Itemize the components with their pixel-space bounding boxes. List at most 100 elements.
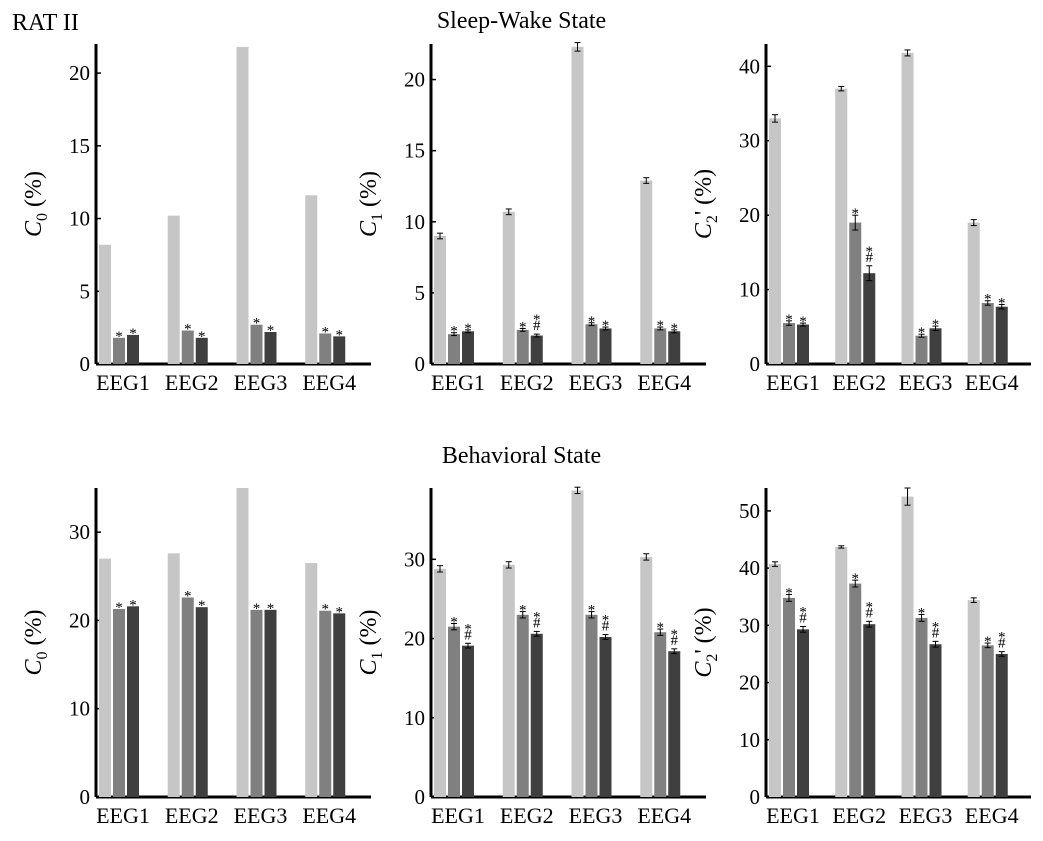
bar: [530, 335, 543, 364]
significance-star: *: [918, 605, 926, 621]
x-tick-label: EEG2: [500, 803, 554, 828]
bar: [99, 244, 111, 364]
significance-star: *: [464, 621, 472, 637]
significance-star: *: [998, 630, 1006, 646]
x-tick-label: EEG2: [832, 370, 886, 395]
y-tick-label: 20: [69, 608, 90, 632]
bar: [995, 306, 1008, 364]
x-tick-label: EEG4: [302, 803, 356, 828]
bar: [915, 335, 928, 364]
bar: [571, 46, 584, 364]
significance-star: *: [115, 329, 123, 345]
significance-star: *: [198, 598, 206, 614]
significance-star: *: [671, 627, 679, 643]
significance-star: *: [785, 312, 793, 328]
significance-star: *: [450, 324, 458, 340]
significance-hash: #: [866, 605, 874, 621]
significance-star: *: [866, 244, 874, 260]
y-tick-label: 40: [739, 54, 760, 78]
x-tick-label: EEG4: [965, 370, 1019, 395]
x-tick-label: EEG1: [766, 370, 820, 395]
bar: [797, 324, 809, 364]
significance-hash: #: [533, 318, 541, 334]
bar: [783, 597, 795, 797]
y-tick-label: 5: [80, 279, 91, 303]
bar: [585, 614, 598, 797]
significance-star: *: [657, 620, 665, 636]
bar: [434, 236, 446, 364]
bar: [127, 334, 139, 364]
significance-star: *: [799, 314, 807, 330]
y-tick-label: 20: [739, 203, 760, 227]
significance-star: *: [932, 619, 940, 635]
y-tick-label: 0: [80, 352, 91, 376]
bar: [113, 337, 125, 364]
x-tick-label: EEG3: [569, 370, 623, 395]
significance-hash: #: [671, 633, 679, 649]
y-tick-label: 0: [750, 352, 761, 376]
significance-star: *: [533, 312, 541, 328]
bar: [640, 556, 653, 797]
significance-hash: #: [533, 615, 541, 631]
significance-star: *: [115, 600, 123, 616]
bar: [167, 215, 180, 364]
x-tick-label: EEG1: [96, 370, 150, 395]
bar: [981, 645, 994, 797]
significance-star: *: [184, 322, 192, 338]
significance-star: *: [322, 324, 330, 340]
bar: [981, 302, 994, 364]
x-tick-label: EEG3: [899, 803, 953, 828]
y-tick-label: 0: [415, 352, 426, 376]
bar: [849, 583, 862, 797]
bar: [502, 211, 515, 364]
x-tick-label: EEG2: [165, 370, 219, 395]
x-tick-label: EEG1: [766, 803, 820, 828]
bar: [668, 331, 681, 364]
bar: [901, 496, 914, 797]
bar: [516, 329, 529, 364]
bar: [668, 651, 681, 797]
significance-star: *: [866, 599, 874, 615]
bar: [835, 88, 848, 365]
y-axis-label: C2' (%): [691, 169, 721, 239]
significance-star: *: [450, 614, 458, 630]
bar: [863, 273, 876, 364]
significance-star: *: [519, 319, 527, 335]
significance-star: *: [602, 613, 610, 629]
y-axis-label: C1 (%): [356, 171, 386, 237]
significance-star: *: [267, 323, 275, 339]
significance-star: *: [336, 604, 344, 620]
bar: [769, 564, 781, 797]
significance-star: *: [588, 314, 596, 330]
bar: [195, 607, 208, 797]
bar: [995, 653, 1008, 797]
y-tick-label: 10: [69, 697, 90, 721]
y-tick-label: 20: [739, 671, 760, 695]
bar: [264, 609, 277, 797]
bar: [585, 324, 598, 364]
bar: [849, 222, 862, 364]
chart-panel-4: 0 10 20 30 C0 (%) * * EEG1 * * EEG2 * * EEG3 * * EEG4: [21, 488, 371, 828]
bar: [835, 546, 848, 797]
significance-hash: #: [464, 627, 472, 643]
y-tick-label: 15: [404, 139, 425, 163]
x-tick-label: EEG3: [899, 370, 953, 395]
significance-star: *: [267, 601, 275, 617]
x-tick-label: EEG4: [637, 803, 691, 828]
x-tick-label: EEG1: [96, 803, 150, 828]
significance-star: *: [322, 602, 330, 618]
bar: [599, 636, 612, 797]
bar: [236, 488, 249, 797]
bar: [181, 597, 194, 797]
bar: [783, 323, 795, 364]
bar: [333, 613, 346, 797]
bar: [530, 633, 543, 797]
bar: [333, 336, 346, 364]
y-tick-label: 5: [415, 281, 426, 305]
chart-panel-1: 0 5 10 15 20 C0 (%) * * EEG1 * * EEG2 * * EEG3 * * EEG4: [21, 44, 371, 395]
x-tick-label: EEG1: [431, 803, 485, 828]
bar: [516, 614, 529, 797]
